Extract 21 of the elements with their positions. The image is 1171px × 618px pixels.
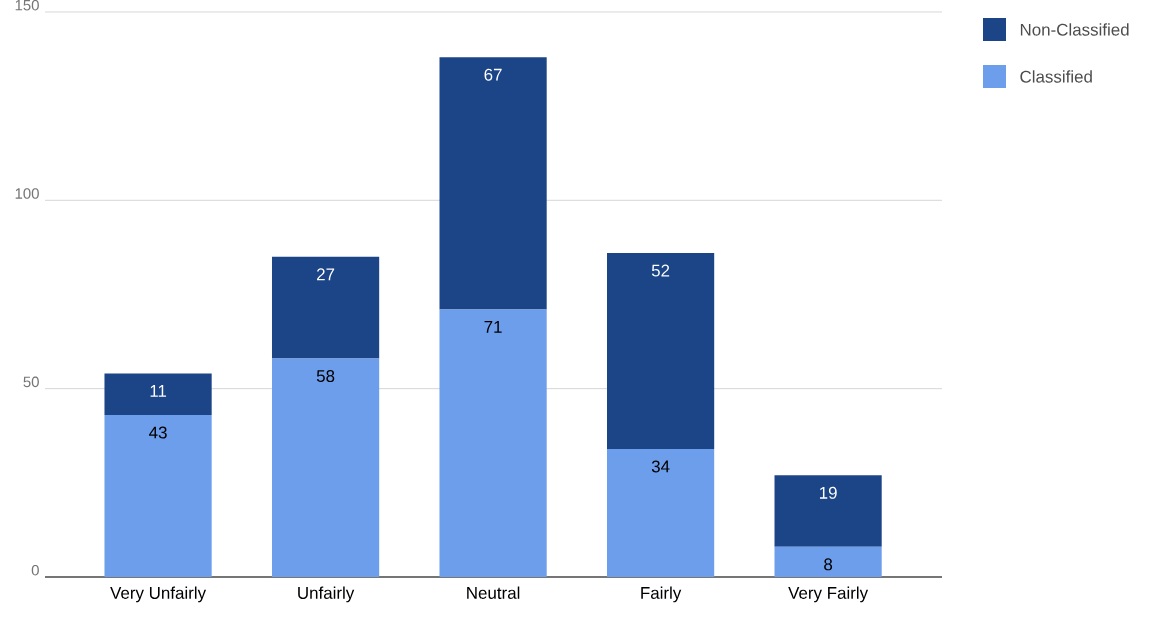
data-label: 34	[651, 460, 670, 473]
data-label: 11	[150, 385, 167, 397]
x-tick-label: Fairly	[641, 586, 682, 603]
x-tick-label: Very Unfairly	[110, 586, 207, 603]
data-label: 71	[484, 321, 502, 333]
y-tick-label: 150	[15, 0, 39, 11]
legend-label: Non-Classified	[1020, 23, 1129, 36]
y-tick-label: 100	[15, 188, 39, 199]
data-label: 58	[316, 370, 335, 383]
y-tick-label: 50	[23, 376, 39, 388]
legend-label: Classified	[1020, 70, 1092, 83]
y-tick-label: 0	[31, 564, 39, 576]
x-tick-label: Neutral	[467, 586, 520, 599]
data-label: 27	[317, 268, 335, 281]
data-label: 67	[484, 68, 502, 81]
data-label: 8	[824, 558, 833, 571]
data-label: 52	[651, 264, 670, 277]
data-label: 19	[819, 486, 837, 499]
x-tick-label: Very Fairly	[788, 586, 869, 603]
data-label: 43	[149, 426, 167, 439]
x-tick-label: Unfairly	[298, 586, 355, 603]
